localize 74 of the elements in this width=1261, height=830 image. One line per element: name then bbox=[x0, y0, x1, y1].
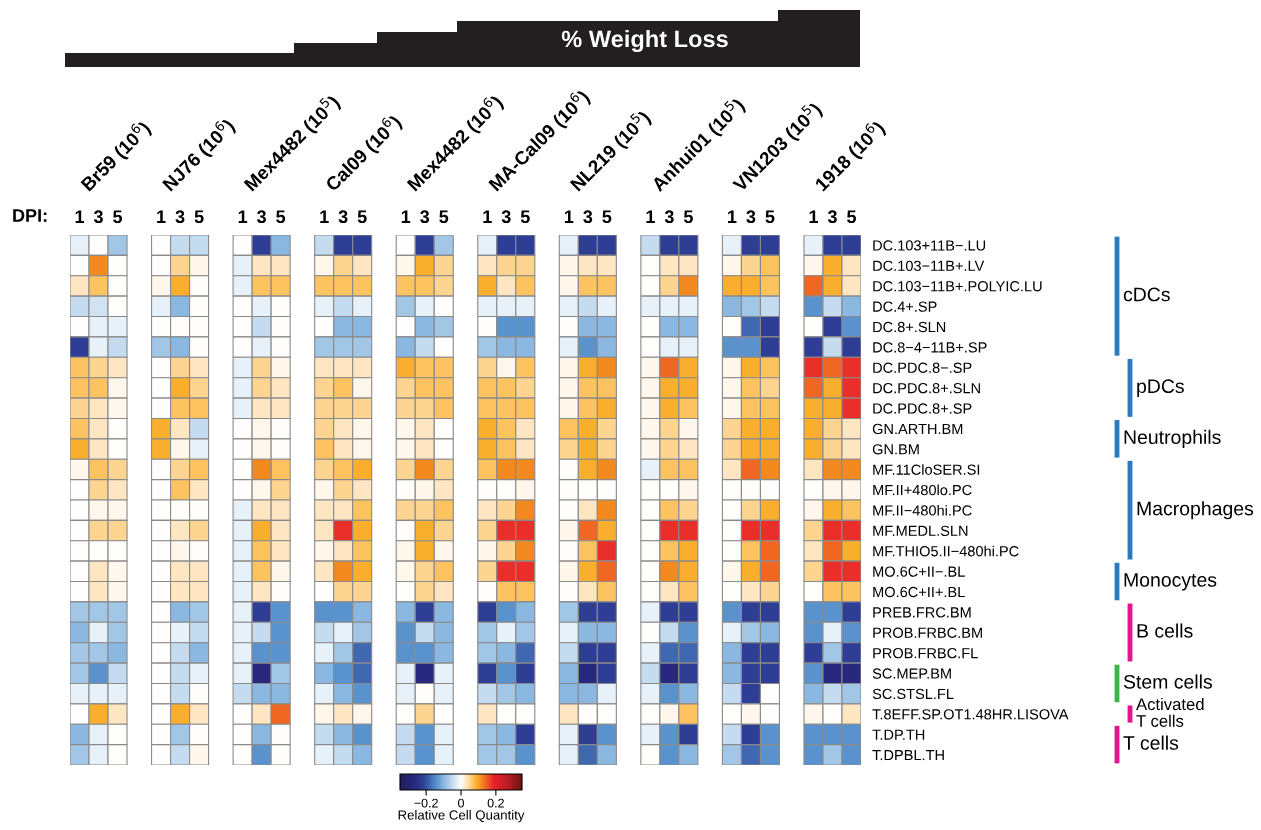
x-tick-label: 3 bbox=[827, 210, 837, 224]
y-tick-label: DC.103−11B+.POLYIC.LU bbox=[873, 281, 1042, 292]
text: B cells bbox=[1137, 623, 1193, 638]
color-bar-title: Relative Cell Quantity bbox=[398, 809, 525, 823]
y-tick-label: DC.PDC.8+.SLN bbox=[873, 382, 980, 394]
y-tick-label: MF.11CloSER.SI bbox=[873, 464, 980, 475]
x-tick-label: 1 bbox=[320, 210, 329, 223]
x-tick-label: 1 bbox=[238, 210, 248, 223]
y-tick-label: T.8EFF.SP.OT1.48HR.LISOVA bbox=[872, 709, 1069, 720]
x-tick-label: 5 bbox=[520, 210, 530, 224]
y-tick-label: DC.4+.SP bbox=[873, 301, 937, 312]
x-tick-label: 3 bbox=[338, 210, 348, 224]
y-tick-label: DC.PDC.8−.SP bbox=[873, 362, 972, 373]
text: T cells bbox=[1123, 735, 1179, 750]
x-tick-label: 3 bbox=[746, 210, 756, 224]
x-tick-label: 5 bbox=[357, 210, 367, 224]
y-tick-label: PROB.FRBC.FL bbox=[873, 647, 978, 659]
text: % Weight Loss bbox=[561, 29, 728, 53]
x-tick-label: 5 bbox=[765, 210, 775, 224]
text: Macrophages bbox=[1137, 501, 1254, 520]
y-tick-label: MF.II+480lo.PC bbox=[873, 484, 972, 496]
x-tick-label: 3 bbox=[175, 210, 185, 224]
x-tick-label: 3 bbox=[257, 210, 266, 224]
text: Monocytes bbox=[1124, 573, 1217, 591]
y-tick-label: MO.6C+II+.BL bbox=[873, 586, 965, 598]
x-tick-label: 1 bbox=[157, 210, 166, 223]
y-tick-label: MO.6C+II−.BL bbox=[873, 566, 965, 577]
text: cDCs bbox=[1123, 287, 1170, 302]
y-tick-label: MF.MEDL.SLN bbox=[873, 525, 968, 536]
x-tick-label: 3 bbox=[664, 210, 674, 224]
text: NJ76 (10$^{6}$) bbox=[159, 115, 238, 195]
y-tick-label: DC.8+.SLN bbox=[873, 321, 946, 333]
y-tick-label: MF.THIO5.II−480hi.PC bbox=[873, 545, 1019, 557]
text: pDCs bbox=[1137, 379, 1184, 397]
y-tick-label: MF.II−480hi.PC bbox=[873, 504, 972, 516]
x-tick-label: 1 bbox=[564, 210, 574, 223]
x-tick-label: 3 bbox=[93, 210, 103, 224]
text: Br59 (10$^{6}$) bbox=[77, 118, 154, 195]
x-tick-label: 5 bbox=[276, 210, 286, 224]
y-tick-label: SC.MEP.BM bbox=[872, 668, 951, 679]
text: Activated T cells bbox=[1136, 697, 1204, 727]
x-tick-label: 1 bbox=[75, 210, 85, 223]
color-bar-label: −0.2 bbox=[414, 798, 438, 808]
text: DPI: bbox=[13, 209, 47, 222]
x-tick-label: 5 bbox=[847, 210, 857, 224]
color-bar-label: 0 bbox=[458, 798, 464, 808]
x-tick-label: 5 bbox=[683, 210, 693, 224]
y-tick-label: T.DP.TH bbox=[872, 729, 925, 740]
x-tick-label: 5 bbox=[194, 210, 204, 224]
y-tick-label: DC.103+11B−.LU bbox=[873, 240, 986, 251]
text: Stem cells bbox=[1123, 674, 1212, 689]
y-tick-label: DC.8−4−11B+.SP bbox=[873, 342, 987, 353]
y-tick-label: DC.103−11B+.LV bbox=[873, 260, 985, 271]
y-tick-label: GN.BM bbox=[872, 444, 919, 455]
x-tick-label: 1 bbox=[483, 210, 492, 223]
y-tick-label: GN.ARTH.BM bbox=[872, 423, 963, 435]
y-tick-label: SC.STSL.FL bbox=[872, 688, 954, 700]
x-tick-label: 1 bbox=[728, 210, 737, 223]
y-tick-label: DC.PDC.8+.SP bbox=[873, 403, 972, 414]
x-tick-label: 1 bbox=[809, 210, 818, 223]
x-tick-label: 1 bbox=[646, 210, 655, 223]
text: Neutrophils bbox=[1124, 429, 1221, 448]
y-tick-label: PROB.FRBC.BM bbox=[873, 627, 982, 638]
x-tick-label: 5 bbox=[602, 210, 612, 224]
x-tick-label: 3 bbox=[420, 210, 430, 224]
color-bar-label: 0.2 bbox=[487, 798, 504, 808]
x-tick-label: 3 bbox=[501, 210, 511, 224]
y-tick-label: PREB.FRC.BM bbox=[873, 607, 971, 618]
x-tick-label: 5 bbox=[113, 210, 123, 224]
x-tick-label: 3 bbox=[583, 210, 593, 224]
x-tick-label: 5 bbox=[439, 210, 449, 224]
y-tick-label: T.DPBL.TH bbox=[872, 750, 944, 761]
x-tick-label: 1 bbox=[401, 210, 411, 223]
text: 1918 (10$^{6}$) bbox=[811, 117, 888, 195]
